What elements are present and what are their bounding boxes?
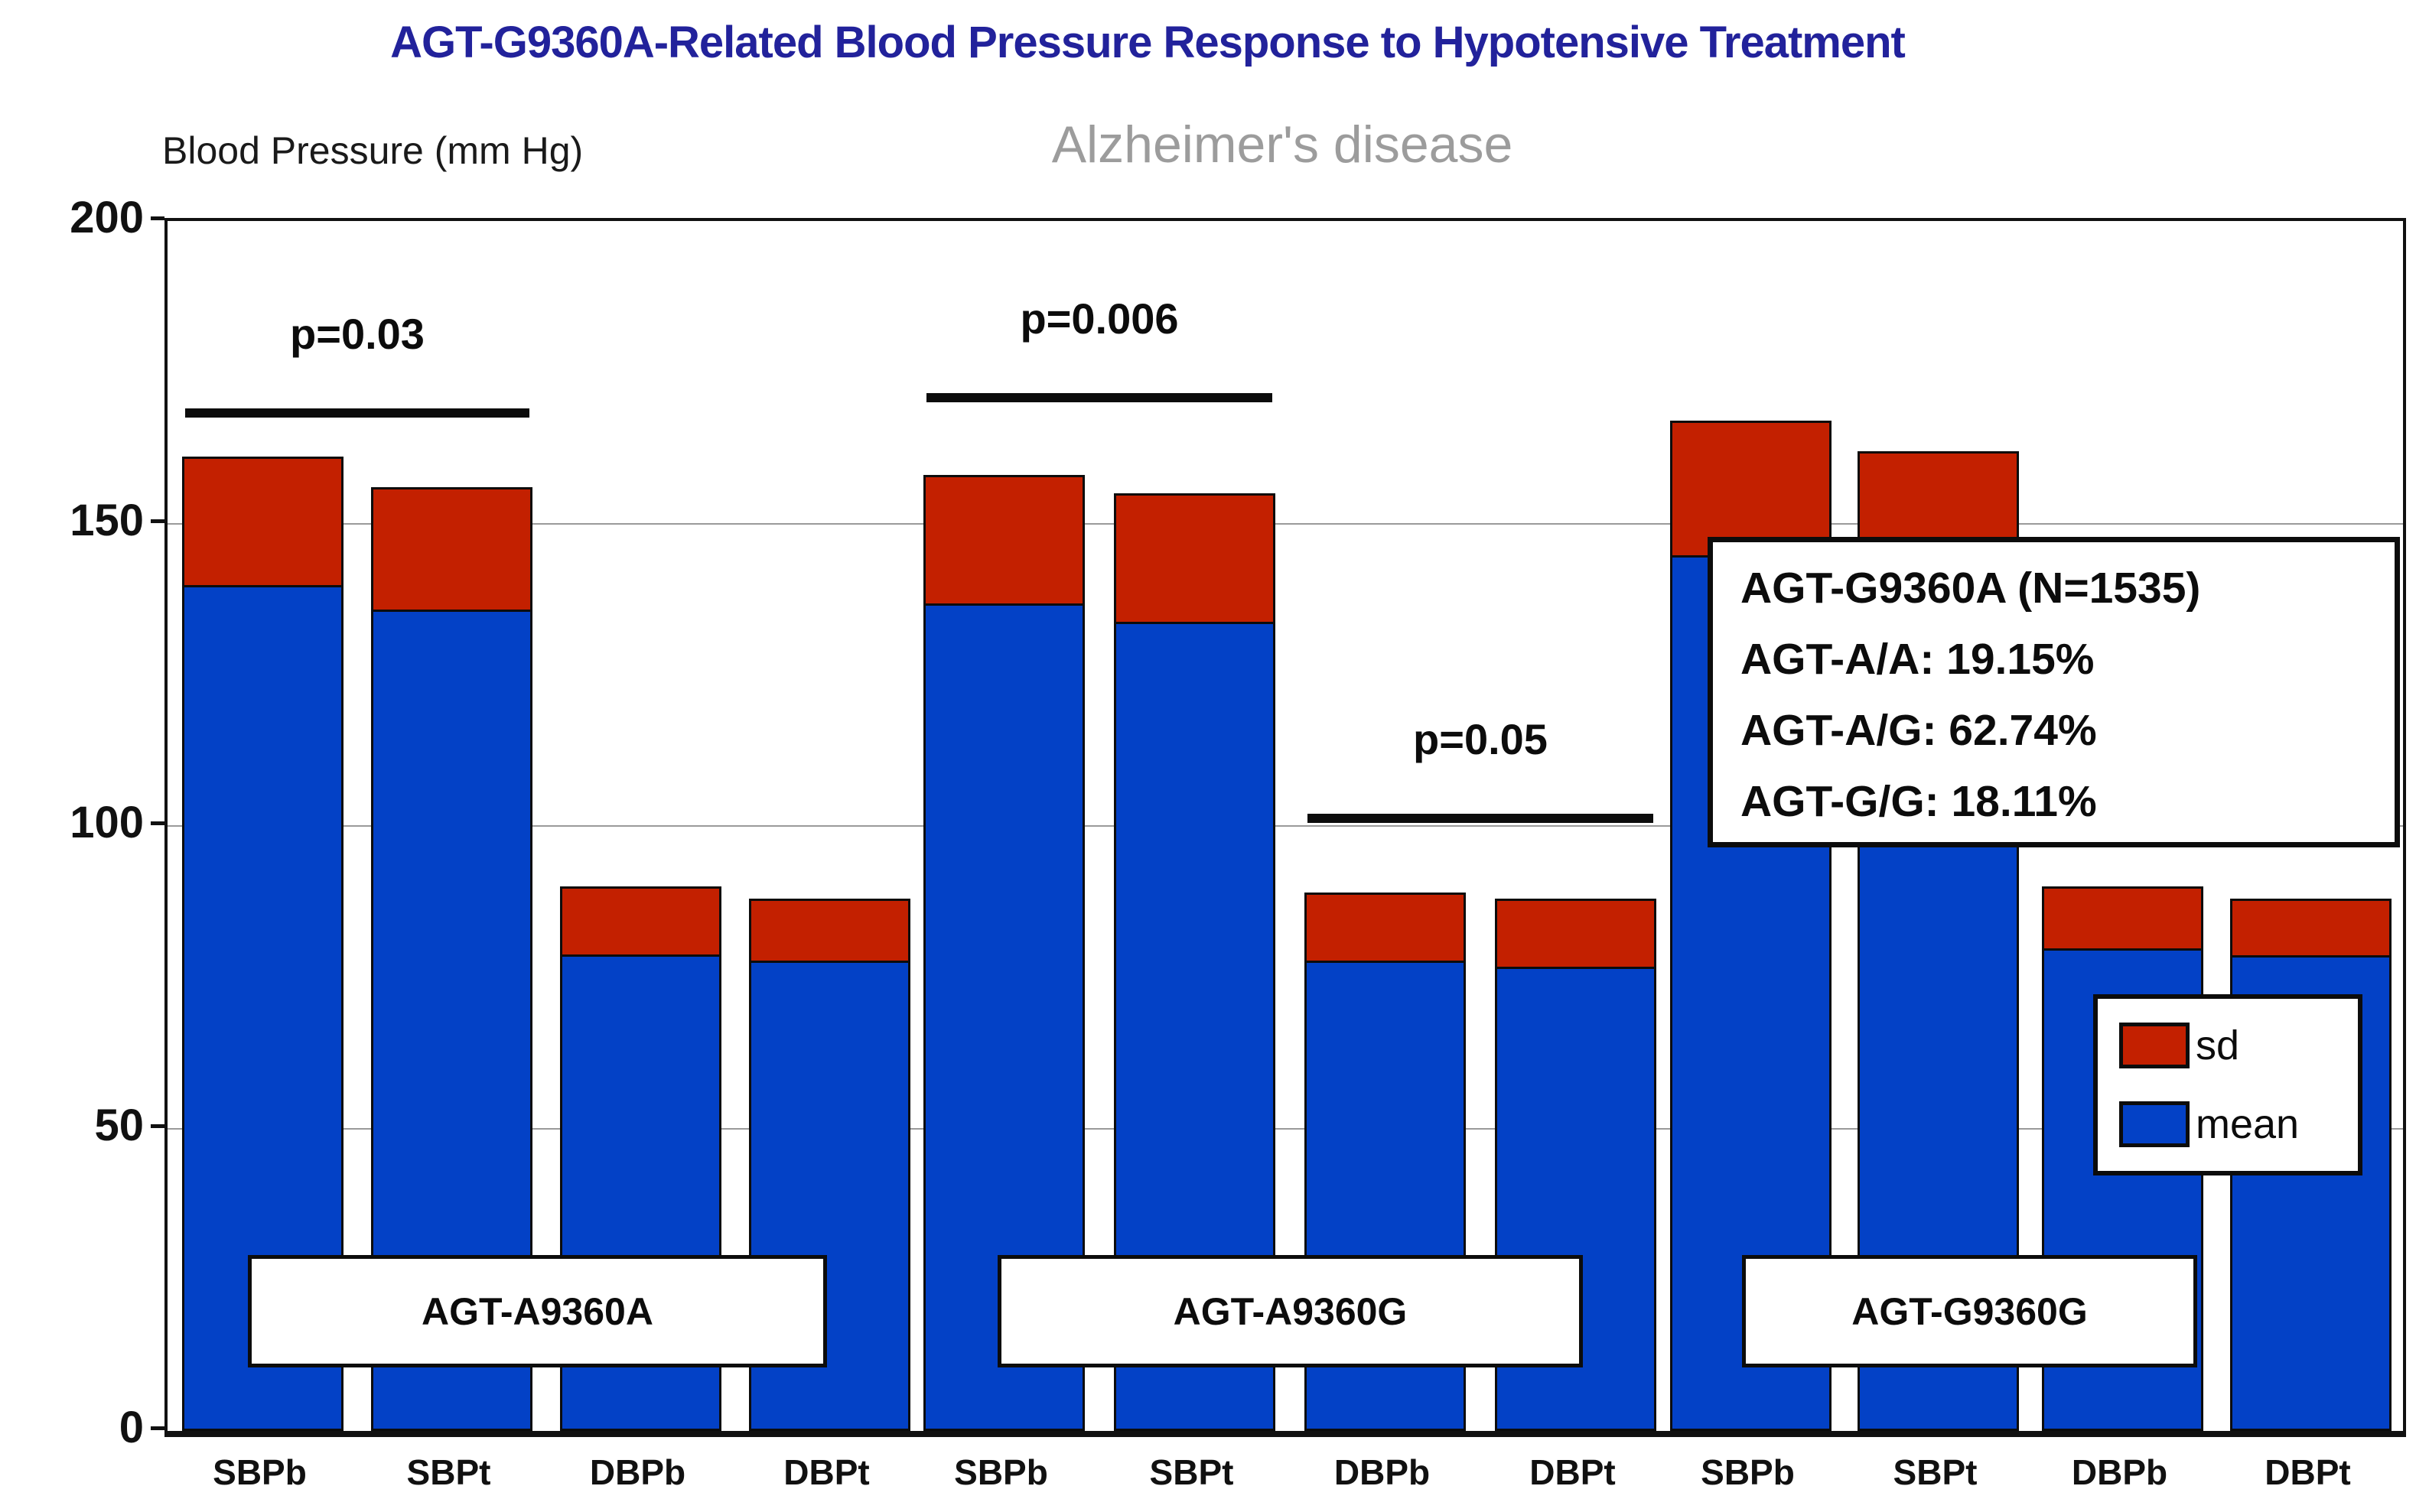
x-tick-label-0-sbpb: SBPb [213, 1452, 307, 1492]
y-tick-label-100: 100 [70, 798, 144, 847]
significance-line-1 [185, 408, 529, 418]
info-line-n: AGT-G9360A (N=1535) [1740, 564, 2201, 613]
bar-sd-segment [2044, 889, 2201, 951]
y-tick-mark-50 [151, 1123, 164, 1128]
y-tick-mark-0 [151, 1426, 164, 1430]
mean-swatch-icon [2119, 1101, 2190, 1147]
p-value-label-3: p=0.05 [1413, 715, 1548, 763]
info-line-ag: AGT-A/G: 62.74% [1740, 706, 2097, 755]
bar-sd-segment [2232, 901, 2389, 958]
x-tick-label-2-dbpb: DBPb [589, 1452, 686, 1492]
x-tick-label-4-sbpb: SBPb [954, 1452, 1048, 1492]
group-label-box-1: AGT-A9360A [248, 1255, 827, 1367]
y-tick-label-200: 200 [70, 193, 144, 242]
bar-sd-segment [562, 889, 719, 958]
p-value-label-1: p=0.03 [290, 310, 425, 358]
bar-sd-segment [1116, 496, 1273, 625]
x-tick-label-7-dbpt: DBPt [1529, 1452, 1616, 1492]
p-value-label-2: p=0.006 [1020, 294, 1179, 343]
legend: sd mean [2093, 994, 2362, 1175]
group-label-box-2: AGT-A9360G [998, 1255, 1583, 1367]
group-label-box-3: AGT-G9360G [1742, 1255, 2197, 1367]
genotype-info-box: AGT-G9360A (N=1535) AGT-A/A: 19.15% AGT-… [1708, 537, 2400, 847]
bar-sd-segment [184, 459, 341, 588]
bar-sd-segment [1672, 423, 1829, 558]
x-tick-label-9-sbpt: SBPt [1893, 1452, 1978, 1492]
x-tick-label-8-sbpb: SBPb [1701, 1452, 1795, 1492]
bar-sd-segment [373, 489, 530, 613]
legend-item-mean: mean [2119, 1101, 2358, 1148]
bar-sd-segment [751, 901, 908, 964]
gridline-100 [168, 825, 2403, 827]
bar-sbpb-g1 [182, 457, 344, 1431]
x-tick-label-10-dbpb: DBPb [2071, 1452, 2168, 1492]
significance-line-3 [1307, 814, 1653, 823]
y-tick-mark-200 [151, 216, 164, 220]
info-line-aa: AGT-A/A: 19.15% [1740, 635, 2095, 684]
bar-sd-segment [926, 477, 1083, 606]
x-tick-label-1-sbpt: SBPt [406, 1452, 491, 1492]
plot-area: AGT-G9360A (N=1535) AGT-A/A: 19.15% AGT-… [164, 218, 2406, 1437]
bar-sd-segment [1497, 901, 1654, 970]
x-tick-label-11-dbpt: DBPt [2265, 1452, 2351, 1492]
bar-sd-segment [1307, 895, 1464, 964]
gridline-150 [168, 522, 2403, 525]
chart-subtitle: Alzheimer's disease [1051, 115, 1513, 174]
y-tick-label-150: 150 [70, 495, 144, 545]
gridline-50 [168, 1127, 2403, 1130]
legend-item-sd: sd [2119, 1022, 2358, 1069]
x-tick-label-3-dbpt: DBPt [783, 1452, 870, 1492]
bar-dbpt-g1 [749, 899, 910, 1431]
y-tick-label-0: 0 [119, 1403, 144, 1452]
y-tick-mark-150 [151, 519, 164, 523]
chart-title: AGT-G9360A-Related Blood Pressure Respon… [390, 18, 1906, 67]
info-line-gg: AGT-G/G: 18.11% [1740, 777, 2097, 826]
y-tick-mark-100 [151, 821, 164, 825]
legend-label-sd: sd [2196, 1023, 2240, 1069]
legend-label-mean: mean [2196, 1101, 2300, 1147]
significance-line-2 [926, 393, 1272, 402]
sd-swatch-icon [2119, 1023, 2190, 1069]
y-tick-label-50: 50 [94, 1100, 144, 1150]
x-tick-label-6-dbpb: DBPb [1333, 1452, 1431, 1492]
y-axis-title: Blood Pressure (mm Hg) [162, 129, 584, 172]
x-tick-label-5-sbpt: SBPt [1149, 1452, 1234, 1492]
